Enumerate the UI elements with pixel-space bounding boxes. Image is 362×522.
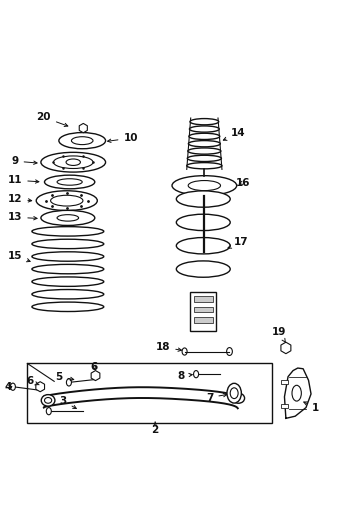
Polygon shape: [79, 123, 87, 133]
Ellipse shape: [32, 277, 104, 287]
Text: 6: 6: [90, 362, 98, 372]
Ellipse shape: [176, 191, 230, 207]
Ellipse shape: [230, 388, 238, 399]
Ellipse shape: [189, 133, 220, 139]
Ellipse shape: [182, 348, 187, 355]
Bar: [190, 291, 216, 331]
Ellipse shape: [188, 148, 221, 154]
Ellipse shape: [45, 398, 52, 404]
Text: 18: 18: [156, 342, 181, 352]
Text: 10: 10: [108, 133, 138, 143]
Polygon shape: [281, 342, 291, 354]
Ellipse shape: [66, 379, 71, 386]
Text: 8: 8: [177, 371, 192, 381]
Text: 1: 1: [304, 402, 319, 412]
Text: 16: 16: [236, 177, 250, 188]
Text: 15: 15: [8, 251, 30, 262]
Text: 9: 9: [12, 156, 37, 166]
Ellipse shape: [187, 163, 222, 169]
Ellipse shape: [66, 159, 80, 165]
Ellipse shape: [32, 302, 104, 312]
Polygon shape: [36, 382, 45, 392]
Text: 6: 6: [26, 376, 39, 386]
Ellipse shape: [176, 261, 230, 277]
Text: 19: 19: [272, 327, 286, 342]
Ellipse shape: [57, 215, 79, 221]
Ellipse shape: [188, 140, 220, 147]
Ellipse shape: [32, 252, 104, 261]
Ellipse shape: [71, 137, 93, 145]
Ellipse shape: [54, 156, 93, 169]
Ellipse shape: [188, 181, 220, 191]
Ellipse shape: [190, 118, 219, 125]
Text: 7: 7: [206, 393, 227, 402]
Ellipse shape: [10, 383, 16, 390]
Text: 13: 13: [8, 212, 37, 222]
Bar: [281, 404, 288, 408]
Ellipse shape: [57, 179, 82, 185]
Ellipse shape: [176, 238, 230, 254]
Ellipse shape: [187, 155, 222, 161]
Text: 12: 12: [8, 194, 31, 204]
Ellipse shape: [176, 214, 230, 231]
Polygon shape: [91, 371, 100, 381]
Ellipse shape: [292, 385, 301, 401]
Ellipse shape: [227, 348, 232, 355]
Text: 5: 5: [55, 372, 74, 382]
Ellipse shape: [172, 176, 237, 195]
Text: 2: 2: [152, 422, 159, 435]
Text: 3: 3: [60, 396, 76, 409]
Text: 14: 14: [223, 128, 246, 140]
Ellipse shape: [41, 395, 55, 406]
Ellipse shape: [32, 239, 104, 248]
Text: 17: 17: [228, 238, 249, 248]
Ellipse shape: [32, 264, 104, 274]
Bar: [194, 317, 212, 323]
Ellipse shape: [194, 371, 199, 378]
Ellipse shape: [32, 290, 104, 299]
Ellipse shape: [227, 383, 241, 403]
Bar: [27, 363, 272, 423]
Text: 4: 4: [4, 382, 12, 392]
Ellipse shape: [51, 195, 83, 206]
Ellipse shape: [36, 191, 97, 210]
Ellipse shape: [32, 227, 104, 236]
Ellipse shape: [232, 393, 245, 404]
Bar: [194, 296, 212, 302]
Text: 11: 11: [8, 175, 39, 185]
Ellipse shape: [41, 210, 95, 226]
Ellipse shape: [189, 126, 219, 132]
Ellipse shape: [41, 152, 106, 172]
Text: 20: 20: [37, 112, 68, 126]
Bar: [194, 306, 212, 312]
Ellipse shape: [45, 175, 95, 189]
Ellipse shape: [46, 408, 51, 415]
Ellipse shape: [59, 133, 106, 149]
Bar: [281, 380, 288, 384]
